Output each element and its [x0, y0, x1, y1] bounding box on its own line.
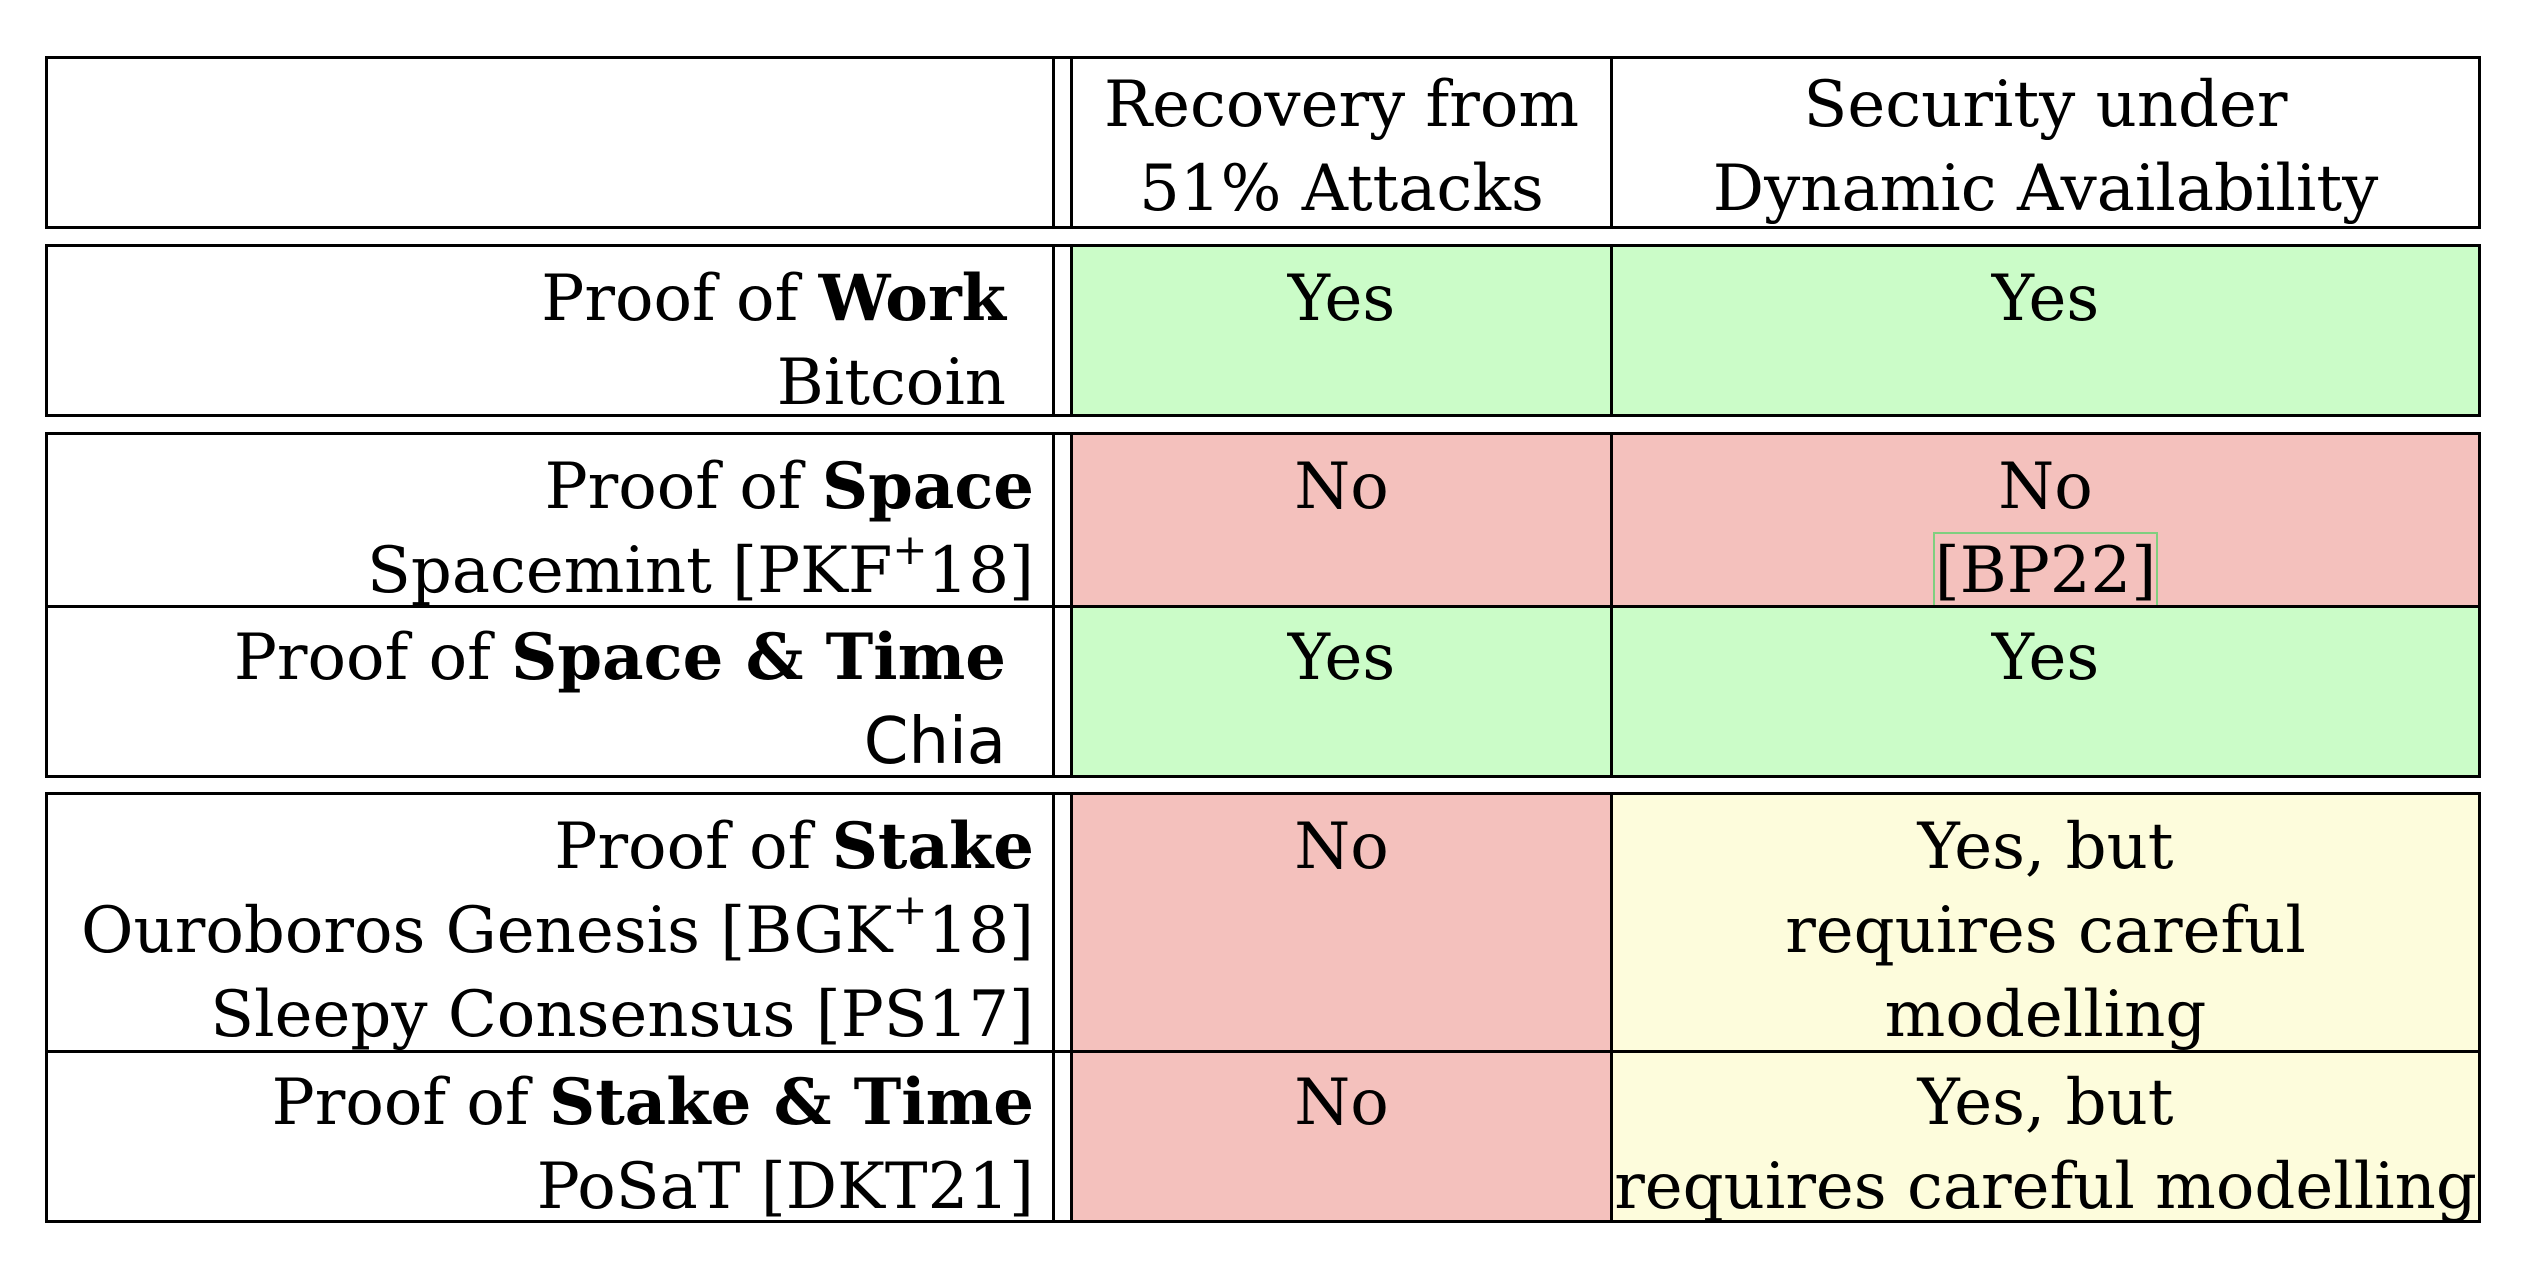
table-header: Recovery from 51% Attacks Security under…: [45, 56, 2481, 229]
row-label: Proof of Work Bitcoin: [541, 261, 1006, 420]
table-row: Proof of Stake Ouroboros Genesis [BGK+18…: [48, 795, 2478, 1052]
recovery-cell: Yes: [1070, 247, 1610, 414]
block-pos: Proof of Stake Ouroboros Genesis [BGK+18…: [45, 792, 2481, 1224]
row-label: Proof of Stake Ouroboros Genesis [BGK+18…: [81, 809, 1034, 1052]
block-pospace: Proof of Space Spacemint [PKF+18] No No …: [45, 432, 2481, 779]
table-row: Proof of Space Spacemint [PKF+18] No No …: [48, 435, 2478, 610]
block-pow: Proof of Work Bitcoin Yes Yes: [45, 244, 2481, 420]
security-cell: Yes, but requires careful modelling: [1610, 1053, 2478, 1224]
citation-link[interactable]: [BP22]: [1932, 532, 2159, 610]
header-recovery: Recovery from 51% Attacks: [1070, 59, 1610, 226]
security-cell: Yes: [1610, 247, 2478, 414]
table-row: Proof of Stake & Time PoSaT [DKT21] No Y…: [48, 1050, 2478, 1224]
header-empty-cell: [48, 59, 1052, 226]
table-row: Proof of Work Bitcoin Yes Yes: [48, 247, 2478, 420]
row-label: Proof of Space & Time Chia: [233, 620, 1006, 779]
security-cell: Yes, but requires careful modelling: [1610, 795, 2478, 1052]
recovery-cell: No: [1070, 435, 1610, 605]
recovery-cell: No: [1070, 1053, 1610, 1220]
recovery-cell: No: [1070, 795, 1610, 1050]
header-security: Security under Dynamic Availability: [1610, 59, 2478, 226]
recovery-cell: Yes: [1070, 608, 1610, 775]
security-cell: No [BP22]: [1610, 435, 2478, 610]
row-label: Proof of Space Spacemint [PKF+18]: [367, 449, 1034, 608]
row-label: Proof of Stake & Time PoSaT [DKT21]: [271, 1065, 1034, 1224]
table-row: Proof of Space & Time Chia Yes Yes: [48, 605, 2478, 779]
security-cell: Yes: [1610, 608, 2478, 775]
